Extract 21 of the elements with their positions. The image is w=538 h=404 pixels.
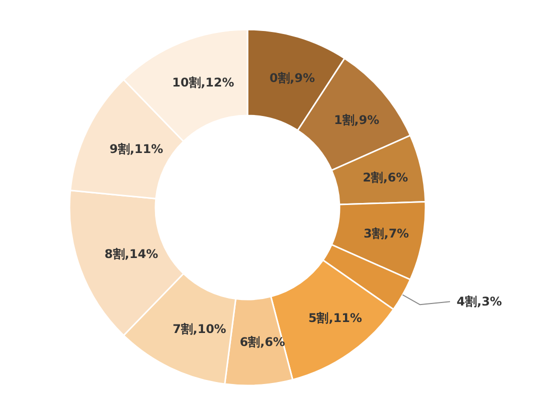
slice-label: 2割 [362,170,384,184]
data-label: ,12% [200,75,234,90]
slice-label: 1割 [334,112,354,127]
slice-label: 7割 [172,322,193,336]
slice-label: 8割 [104,247,125,262]
slice-label: 5割 [308,311,329,326]
data-label: ,14% [124,247,158,262]
data-label: ,10% [192,322,226,336]
slice-label: 3割 [364,226,384,240]
slice-label: 10割 [172,75,201,90]
slice-label: 6割 [240,335,260,350]
data-label: ,11% [328,311,362,326]
slice-label: 9割 [110,142,130,156]
data-label: ,7% [384,226,409,240]
data-label: ,11% [130,142,164,156]
slice-label: 0割 [270,71,290,86]
data-label: ,6% [383,170,408,184]
data-label: ,9% [354,112,380,127]
slice-label: 4割 [456,294,478,309]
data-label: ,9% [290,71,315,86]
data-label: ,3% [477,294,502,309]
